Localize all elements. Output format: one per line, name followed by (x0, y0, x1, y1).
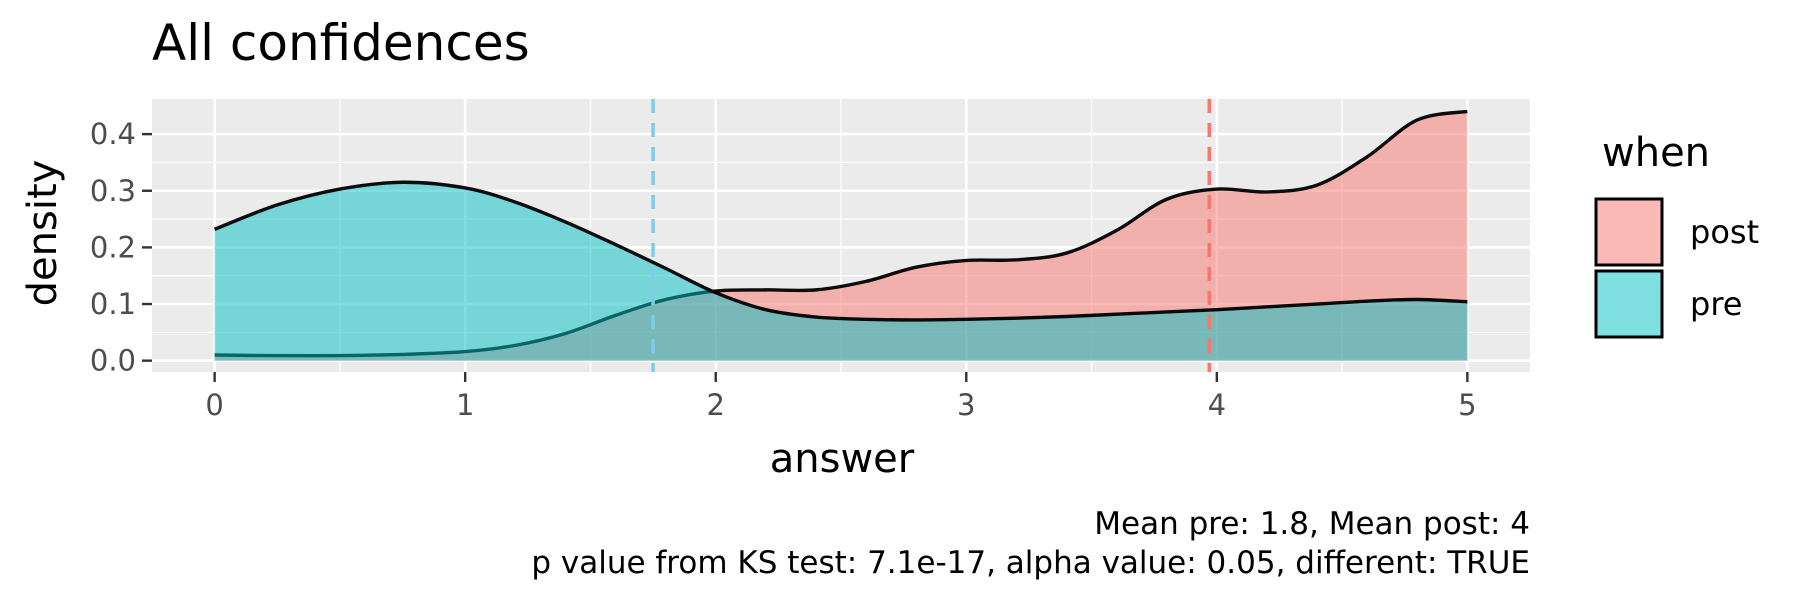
y-tick-label: 0.4 (90, 117, 136, 151)
y-tick-label: 0.0 (90, 344, 136, 378)
y-axis-title: density (20, 160, 66, 307)
legend-key-post (1594, 197, 1664, 267)
legend-key-pre (1594, 269, 1664, 339)
x-tick-label: 0 (205, 388, 223, 422)
density-area-post (214, 111, 1468, 361)
mean-lines (651, 99, 1212, 372)
legend-label-post: post (1690, 213, 1759, 251)
x-tick-label: 2 (707, 388, 725, 422)
caption-means: Mean pre: 1.8, Mean post: 4 (1094, 506, 1530, 542)
y-tick-label: 0.3 (90, 174, 136, 208)
x-axis-title: answer (770, 436, 915, 482)
x-axis: 0 1 2 3 4 5 (205, 372, 1477, 422)
x-tick-label: 1 (456, 388, 474, 422)
chart-title: All confidences (152, 14, 530, 72)
y-axis: 0.0 0.1 0.2 0.3 0.4 (90, 117, 152, 378)
x-tick-label: 3 (957, 388, 975, 422)
x-tick-label: 4 (1208, 388, 1226, 422)
y-tick-label: 0.2 (90, 230, 136, 264)
legend: when post pre (1594, 130, 1759, 339)
caption-ks-test: p value from KS test: 7.1e-17, alpha val… (531, 545, 1530, 581)
density-area-pre (214, 182, 1468, 361)
legend-label-pre: pre (1690, 285, 1742, 323)
y-tick-label: 0.1 (90, 287, 136, 321)
density-areas (214, 109, 1468, 361)
density-line-pre (214, 180, 1468, 322)
legend-title: when (1602, 130, 1710, 176)
x-tick-label: 5 (1458, 388, 1476, 422)
